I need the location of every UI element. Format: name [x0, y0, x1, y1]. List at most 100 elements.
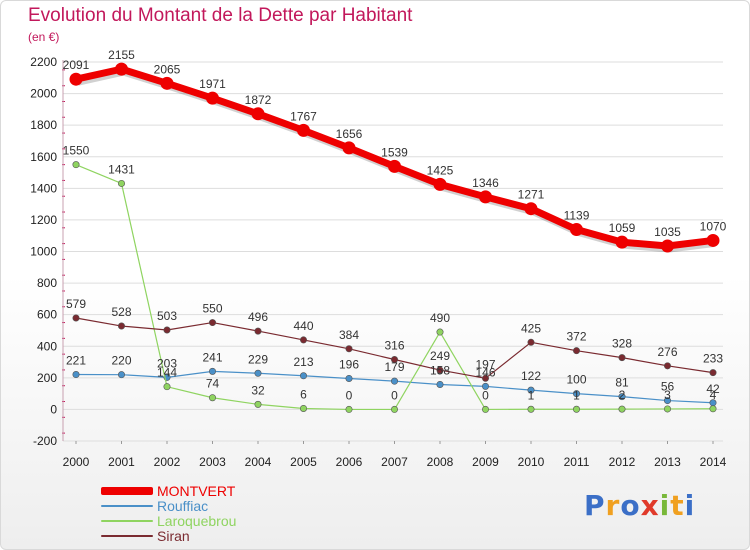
data-label: 233 — [703, 352, 723, 366]
data-point — [661, 239, 674, 253]
data-point — [572, 347, 580, 355]
data-point — [163, 326, 171, 334]
legend-swatch — [101, 520, 153, 522]
data-point — [433, 177, 447, 191]
data-point — [709, 405, 717, 413]
data-point — [436, 328, 444, 336]
data-point — [72, 371, 80, 379]
data-point — [342, 141, 356, 155]
data-label: 1425 — [427, 163, 454, 177]
data-label: 276 — [657, 345, 677, 359]
data-label: 328 — [612, 337, 632, 351]
data-label: 1139 — [564, 209, 590, 223]
data-point — [481, 382, 489, 390]
logo-letter: P — [584, 489, 606, 522]
data-point — [709, 369, 717, 377]
data-point — [160, 76, 174, 90]
data-label: 2091 — [63, 58, 90, 72]
y-tick-label: 0 — [50, 402, 57, 416]
data-point — [390, 377, 398, 385]
data-label: 229 — [248, 352, 268, 366]
data-point — [72, 314, 80, 322]
data-label: 1346 — [472, 176, 499, 190]
y-tick-label: 1200 — [30, 213, 57, 227]
x-tick-label: 2008 — [427, 455, 454, 469]
data-label: 372 — [566, 330, 586, 344]
x-tick-label: 2010 — [518, 455, 545, 469]
data-label: 3 — [664, 388, 671, 402]
data-label: 1767 — [290, 109, 317, 123]
proxiti-logo: Proxiti — [584, 489, 695, 522]
x-tick-label: 2012 — [609, 455, 636, 469]
data-label: 1550 — [63, 144, 90, 158]
data-label: 1971 — [199, 77, 226, 91]
x-tick-label: 2009 — [472, 455, 499, 469]
data-label: 179 — [384, 360, 404, 374]
data-point — [527, 386, 535, 394]
y-tick-label: 600 — [37, 308, 57, 322]
data-point — [254, 369, 262, 377]
data-point — [118, 371, 126, 379]
y-tick-label: 1600 — [30, 150, 57, 164]
data-label: 1035 — [654, 225, 681, 239]
data-label: 32 — [251, 383, 265, 397]
data-point — [209, 394, 217, 402]
data-label: 1872 — [245, 93, 272, 107]
y-tick-label: 2000 — [30, 87, 57, 101]
data-point — [663, 405, 671, 413]
legend-swatch — [101, 535, 153, 537]
data-point — [299, 336, 307, 344]
data-point — [481, 374, 489, 382]
legend-label: Laroquebrou — [157, 513, 237, 529]
data-label: 316 — [384, 339, 404, 353]
data-point — [72, 161, 80, 169]
data-label: 384 — [339, 328, 359, 342]
data-label: 2 — [619, 388, 626, 402]
data-point — [663, 397, 671, 405]
data-label: 74 — [206, 377, 220, 391]
data-point — [663, 362, 671, 370]
legend-label: MONTVERT — [157, 483, 236, 499]
logo-letter: t — [670, 489, 685, 522]
legend-swatch — [101, 487, 153, 495]
data-point — [618, 393, 626, 401]
data-label: 100 — [566, 373, 586, 387]
data-point — [527, 405, 535, 413]
data-label: 81 — [615, 376, 629, 390]
data-point — [163, 383, 171, 391]
data-label: 425 — [521, 321, 541, 335]
data-label: 220 — [111, 354, 131, 368]
data-label: 196 — [339, 357, 359, 371]
logo-letter: i — [659, 489, 671, 522]
y-tick-label: 400 — [37, 339, 57, 353]
data-point — [118, 179, 126, 187]
data-point — [69, 72, 83, 86]
x-tick-label: 2003 — [199, 455, 226, 469]
x-tick-label: 2000 — [63, 455, 90, 469]
legend-label: Rouffiac — [157, 498, 209, 514]
data-label: 503 — [157, 309, 177, 323]
logo-letter: r — [605, 489, 621, 522]
data-label: 249 — [430, 349, 450, 363]
data-label: 1070 — [700, 219, 727, 233]
data-point — [527, 338, 535, 346]
data-label: 440 — [293, 319, 313, 333]
data-label: 1 — [528, 388, 535, 402]
data-label: 1059 — [609, 221, 636, 235]
data-point — [390, 356, 398, 364]
data-point — [254, 327, 262, 335]
x-tick-label: 2001 — [108, 455, 135, 469]
logo-letter: o — [620, 489, 641, 522]
data-label: 550 — [202, 302, 222, 316]
data-point — [118, 322, 126, 330]
data-point — [209, 367, 217, 375]
data-point — [299, 404, 307, 412]
x-tick-label: 2002 — [154, 455, 181, 469]
data-point — [524, 202, 538, 216]
data-point — [436, 366, 444, 374]
x-tick-label: 2007 — [381, 455, 408, 469]
data-point — [570, 223, 583, 237]
chart-title: Evolution du Montant de la Dette par Hab… — [28, 5, 413, 26]
data-label: 122 — [521, 369, 541, 383]
